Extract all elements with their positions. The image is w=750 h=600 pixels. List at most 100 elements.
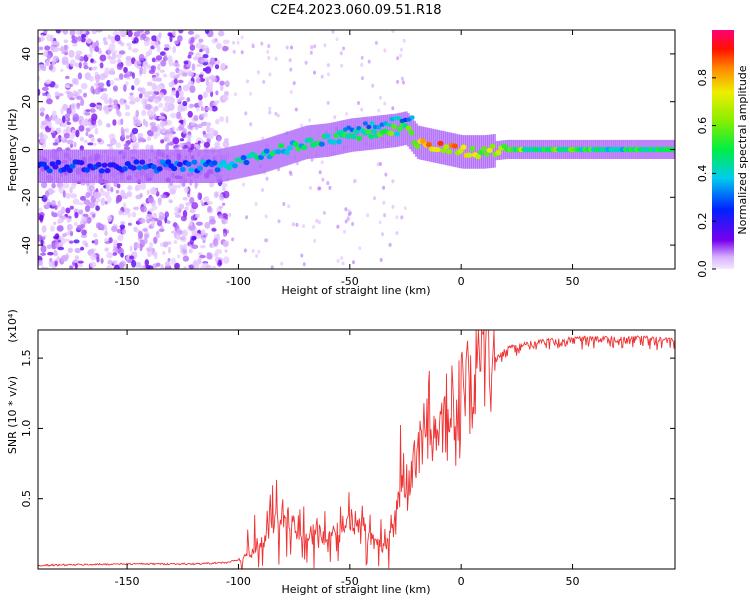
- noise-point: [164, 44, 170, 48]
- noise-point: [41, 236, 46, 240]
- noise-point: [335, 37, 339, 42]
- noise-point: [158, 32, 162, 39]
- noise-point: [177, 35, 183, 42]
- noise-point: [72, 198, 80, 205]
- noise-point: [191, 244, 199, 250]
- spectrogram-x-ticks: -150 -100 -50 0 50: [115, 30, 580, 288]
- noise-point: [150, 187, 158, 195]
- snr-x-axis-label: Height of straight line (km): [281, 583, 430, 596]
- noise-point: [377, 108, 381, 113]
- ridge-halo: [80, 149, 84, 183]
- noise-point: [76, 102, 80, 110]
- noise-point: [172, 30, 177, 36]
- noise-point: [158, 228, 165, 232]
- noise-point: [176, 254, 181, 259]
- noise-point: [208, 127, 215, 133]
- ridge-point: [185, 161, 192, 167]
- noise-point: [113, 264, 121, 269]
- noise-point: [317, 220, 321, 225]
- noise-point: [112, 252, 118, 256]
- noise-point: [190, 37, 195, 44]
- noise-point: [200, 265, 206, 269]
- noise-point: [391, 204, 395, 209]
- noise-point: [148, 48, 153, 56]
- noise-point: [163, 95, 170, 102]
- noise-point: [65, 84, 70, 88]
- noise-point: [49, 258, 53, 262]
- noise-point: [197, 140, 201, 144]
- noise-point: [51, 110, 57, 118]
- branch-point: [409, 115, 415, 120]
- noise-point: [57, 210, 63, 218]
- noise-point: [125, 56, 132, 61]
- noise-point: [167, 55, 173, 62]
- noise-point: [388, 242, 392, 247]
- noise-point: [50, 34, 54, 43]
- ridge-halo: [78, 149, 82, 183]
- x-tick-label: -100: [226, 575, 251, 588]
- branch-point: [352, 129, 358, 134]
- noise-point: [178, 124, 185, 131]
- ridge-halo: [58, 149, 61, 183]
- noise-point: [187, 30, 195, 35]
- noise-point: [120, 118, 124, 125]
- ridge-halo: [473, 135, 476, 169]
- noise-point: [153, 236, 158, 244]
- noise-point: [277, 219, 281, 224]
- noise-point: [170, 257, 176, 266]
- noise-point: [129, 92, 134, 96]
- noise-point: [57, 241, 63, 248]
- noise-point: [90, 66, 97, 71]
- ridge-halo: [394, 113, 398, 148]
- noise-point: [295, 222, 299, 227]
- noise-point: [225, 115, 229, 124]
- ridge-halo: [320, 124, 324, 158]
- noise-point: [106, 252, 113, 259]
- noise-point: [103, 105, 109, 111]
- noise-point: [90, 58, 94, 63]
- noise-point: [360, 107, 364, 112]
- noise-point: [62, 30, 69, 35]
- noise-point: [222, 39, 230, 45]
- noise-point: [51, 182, 56, 189]
- noise-point: [99, 54, 107, 62]
- ridge-point: [336, 139, 343, 145]
- noise-point: [159, 69, 165, 73]
- noise-point: [204, 111, 208, 118]
- noise-point: [83, 65, 89, 70]
- noise-point: [40, 34, 44, 42]
- noise-point: [193, 259, 198, 266]
- noise-point: [70, 143, 73, 148]
- ridge-halo: [452, 133, 456, 167]
- ridge-point: [150, 164, 157, 170]
- noise-point: [39, 214, 44, 222]
- noise-point: [56, 182, 64, 188]
- noise-point: [129, 245, 133, 252]
- ridge-halo: [250, 142, 254, 176]
- noise-point: [160, 127, 167, 134]
- noise-point: [140, 87, 146, 95]
- noise-point: [202, 45, 209, 49]
- noise-point: [94, 87, 101, 95]
- noise-point: [223, 228, 227, 233]
- noise-point: [73, 239, 80, 244]
- spectrogram-panel: -150 -100 -50 0 50 -40 -20 0 20 40 Height of str…: [6, 29, 676, 297]
- noise-point: [185, 202, 191, 206]
- noise-point: [181, 229, 188, 237]
- noise-point: [80, 234, 88, 239]
- noise-point: [104, 200, 108, 205]
- noise-point: [399, 53, 403, 58]
- noise-point: [55, 240, 59, 249]
- noise-point: [142, 228, 148, 232]
- noise-point: [351, 222, 355, 226]
- noise-point: [347, 208, 351, 213]
- noise-point: [321, 177, 325, 182]
- ridge-point: [469, 145, 476, 152]
- noise-point: [186, 97, 191, 103]
- noise-point: [199, 48, 203, 53]
- ridge-point: [440, 148, 447, 154]
- ridge-halo: [467, 135, 470, 169]
- noise-point: [144, 259, 149, 267]
- ridge-halo: [156, 149, 160, 183]
